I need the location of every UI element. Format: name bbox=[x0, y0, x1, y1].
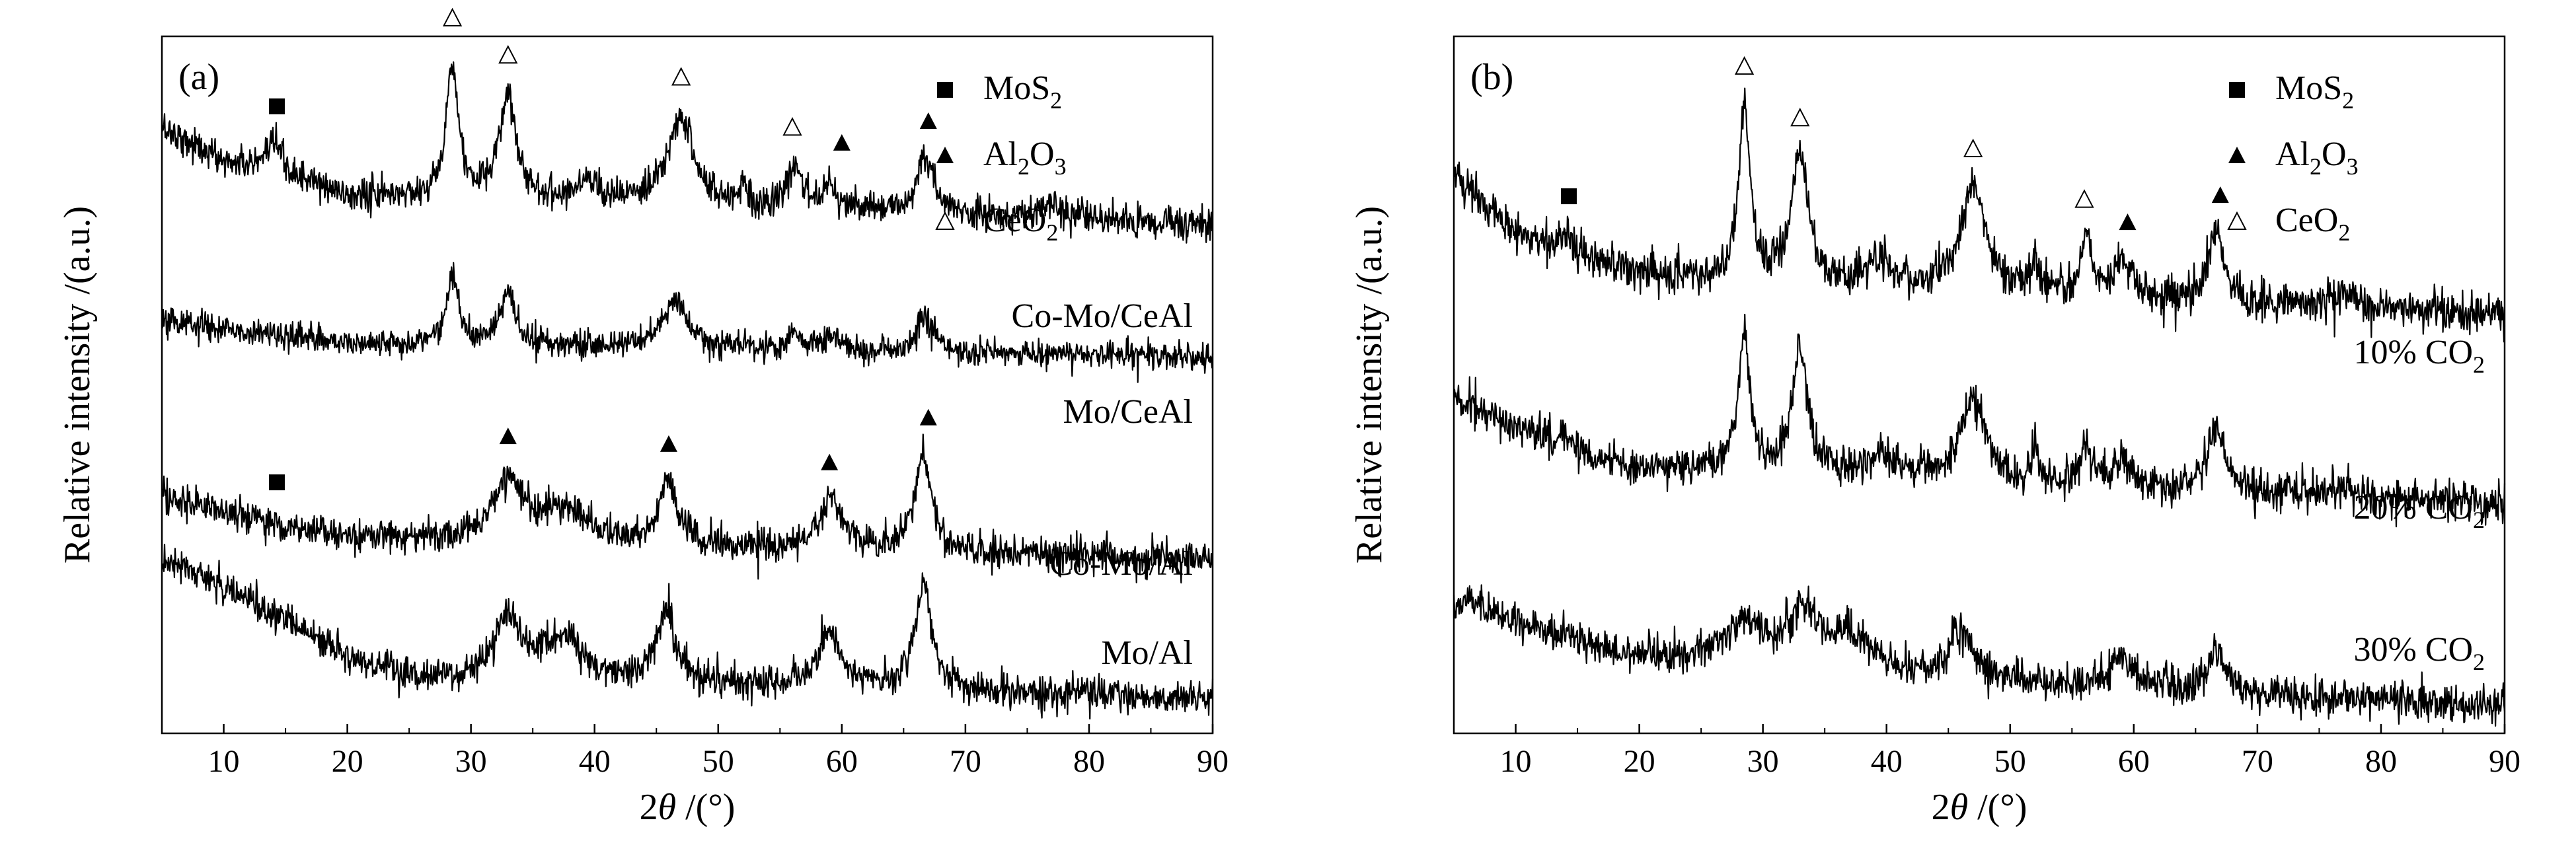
panel-label: (b) bbox=[1470, 57, 1513, 98]
legend-marker-filled-square bbox=[2229, 82, 2245, 98]
phase-marker-open-triangle bbox=[782, 117, 802, 136]
x-tick-label: 70 bbox=[2242, 744, 2273, 779]
legend-label: CeO2 bbox=[2275, 202, 2350, 246]
phase-marker-open-triangle bbox=[1790, 108, 1810, 127]
x-axis-title: 2θ /(°) bbox=[640, 787, 736, 828]
x-tick-label: 70 bbox=[950, 744, 981, 779]
series-line bbox=[161, 544, 1214, 720]
phase-marker-filled-square bbox=[268, 474, 285, 491]
legend-label: Al2O3 bbox=[2275, 135, 2359, 180]
series-line bbox=[161, 262, 1214, 383]
series-label: Mo/Al bbox=[1101, 634, 1193, 672]
legend-marker-filled-triangle bbox=[936, 147, 954, 163]
phase-marker-filled-triangle bbox=[821, 453, 839, 470]
x-tick-label: 20 bbox=[332, 744, 363, 779]
x-tick-label: 20 bbox=[1624, 744, 1655, 779]
x-tick-label: 10 bbox=[1500, 744, 1532, 779]
x-tick-label: 60 bbox=[826, 744, 858, 779]
legend-label: MoS2 bbox=[2275, 69, 2354, 114]
panel-label: (a) bbox=[178, 57, 219, 98]
series-line bbox=[1453, 584, 2506, 727]
series-label: Mo/CeAl bbox=[1063, 393, 1193, 431]
phase-marker-filled-triangle bbox=[919, 112, 937, 129]
legend-entry: Al2O3 bbox=[936, 135, 1067, 180]
phase-marker-open-triangle bbox=[2074, 189, 2094, 208]
phase-marker-filled-triangle bbox=[660, 435, 677, 452]
x-axis-title: 2θ /(°) bbox=[1932, 787, 2027, 828]
x-tick-label: 80 bbox=[2365, 744, 2397, 779]
phase-marker-filled-triangle bbox=[2119, 213, 2137, 231]
x-tick-label: 40 bbox=[579, 744, 611, 779]
phase-marker-filled-triangle bbox=[919, 408, 937, 425]
legend-marker-open-triangle bbox=[2227, 211, 2247, 230]
phase-marker-filled-triangle bbox=[499, 427, 517, 445]
x-tick-label: 10 bbox=[208, 744, 240, 779]
series-label: 10% CO2 bbox=[2353, 334, 2485, 378]
series-label: Co-Mo/Al bbox=[1049, 545, 1193, 583]
x-tick-label: 90 bbox=[2489, 744, 2520, 779]
legend-marker-filled-triangle bbox=[2228, 147, 2246, 163]
phase-marker-open-triangle bbox=[671, 67, 691, 86]
series-line bbox=[161, 61, 1214, 244]
x-tick-label: 90 bbox=[1197, 744, 1229, 779]
legend-marker-open-triangle bbox=[935, 211, 955, 230]
legend-label: MoS2 bbox=[983, 69, 1062, 114]
phase-marker-open-triangle bbox=[1734, 56, 1755, 75]
plot-frame bbox=[1453, 35, 2506, 735]
series-label: 20% CO2 bbox=[2353, 489, 2485, 533]
x-tick-label: 50 bbox=[1994, 744, 2026, 779]
x-tick-label: 60 bbox=[2118, 744, 2150, 779]
x-tick-label: 80 bbox=[1073, 744, 1105, 779]
y-axis-title: Relative intensity /(a.u.) bbox=[57, 206, 98, 564]
x-tick-label: 30 bbox=[1747, 744, 1779, 779]
legend-label: Al2O3 bbox=[983, 135, 1067, 180]
series-line bbox=[1453, 87, 2506, 343]
x-tick-label: 40 bbox=[1871, 744, 1903, 779]
x-tick-label: 30 bbox=[455, 744, 487, 779]
legend-marker-filled-square bbox=[937, 82, 953, 98]
phase-marker-open-triangle bbox=[1963, 138, 1983, 157]
panel-b: 10 20 30 40 50 60 70 80 90 2θ /(°) Relative intens… bbox=[1349, 35, 2520, 828]
phase-marker-filled-triangle bbox=[2211, 186, 2229, 203]
series-label: Co-Mo/CeAl bbox=[1012, 297, 1193, 335]
phase-marker-filled-square bbox=[1560, 188, 1577, 205]
phase-marker-filled-square bbox=[268, 98, 285, 115]
series-line bbox=[161, 433, 1214, 584]
plot-frame bbox=[161, 35, 1214, 735]
phase-marker-open-triangle bbox=[442, 7, 463, 26]
x-tick-label: 50 bbox=[702, 744, 734, 779]
legend-entry: Al2O3 bbox=[2228, 135, 2359, 180]
y-axis-title: Relative intensity /(a.u.) bbox=[1349, 206, 1390, 564]
legend-entry: MoS2 bbox=[2229, 69, 2354, 114]
legend-entry: CeO2 bbox=[2227, 202, 2350, 246]
phase-marker-filled-triangle bbox=[833, 134, 851, 151]
series-label: 30% CO2 bbox=[2353, 631, 2485, 675]
panel-a: 10 20 30 40 50 60 70 80 90 2θ /(°) Relative intens… bbox=[57, 7, 1229, 828]
phase-marker-open-triangle bbox=[498, 45, 518, 64]
legend-entry: MoS2 bbox=[937, 69, 1062, 114]
series-line bbox=[1453, 313, 2506, 528]
